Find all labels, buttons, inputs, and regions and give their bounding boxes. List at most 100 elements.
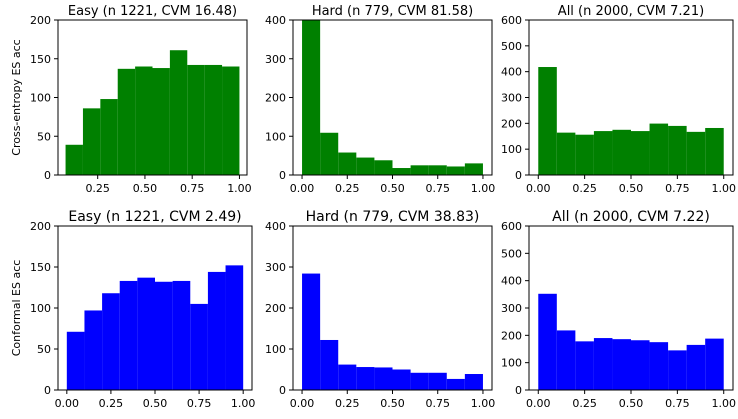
histogram-bar — [428, 165, 447, 175]
x-tick-label: 0.75 — [425, 182, 450, 195]
x-tick-label: 0.25 — [572, 397, 597, 410]
histogram-panel-3: 0 100 200 300 400 500 600 0.00 0.25 0.50 0.75 1.00 A… — [501, 4, 736, 195]
histogram-bar — [338, 152, 357, 175]
histogram-panel-5: 0 100 200 300 400 0.00 0.25 0.50 0.75 1.00 Hard (n… — [265, 209, 495, 410]
y-tick-label: 500 — [501, 40, 522, 53]
histogram-panel-4: 0 50 100 150 200 0.00 0.25 0.50 0.75 1.00 Easy (n … — [10, 209, 255, 410]
histogram-bar — [538, 293, 557, 390]
chart-title: Hard (n 779, CVM 81.58) — [312, 4, 473, 19]
y-tick-label: 400 — [265, 220, 286, 233]
y-tick-label: 600 — [501, 220, 522, 233]
histogram-bar — [152, 68, 170, 175]
chart-title: All (n 2000, CVM 7.21) — [558, 4, 704, 19]
y-tick-label: 300 — [265, 53, 286, 66]
y-tick-label: 200 — [265, 92, 286, 105]
histogram-bar — [155, 281, 173, 390]
histogram-panel-6: 0 100 200 300 400 500 600 0.00 0.25 0.50 0.75 1.00 A… — [501, 209, 736, 410]
y-tick-label: 0 — [279, 169, 286, 182]
histogram-bar — [302, 273, 321, 390]
histogram-bar — [356, 367, 375, 390]
histogram-bar — [538, 67, 557, 175]
histogram-bar — [302, 20, 321, 175]
histogram-bar — [320, 339, 339, 390]
x-tick-label: 0.75 — [665, 397, 690, 410]
x-tick-label: 1.00 — [231, 397, 256, 410]
y-tick-label: 0 — [279, 384, 286, 397]
histogram-bar — [649, 342, 669, 390]
x-tick-label: 0.00 — [55, 397, 80, 410]
histogram-bar — [556, 330, 576, 390]
histogram-bar — [119, 280, 138, 390]
x-tick-label: 0.50 — [619, 397, 644, 410]
y-tick-label: 300 — [501, 92, 522, 105]
x-tick-label: 1.00 — [471, 182, 496, 195]
histogram-bar — [631, 131, 650, 175]
histogram-bar — [338, 364, 357, 390]
y-tick-label: 400 — [265, 14, 286, 27]
y-tick-label: 100 — [501, 143, 522, 156]
histogram-bar — [631, 340, 650, 390]
histogram-bar — [392, 168, 411, 175]
histogram-bar — [82, 108, 101, 175]
y-tick-label: 100 — [501, 357, 522, 370]
histogram-bar — [612, 129, 631, 175]
histogram-bar — [668, 350, 687, 390]
x-tick-label: 0.50 — [143, 397, 168, 410]
histogram-bar — [668, 125, 687, 175]
histogram-bar — [575, 134, 594, 175]
histogram-bar — [172, 280, 191, 390]
chart-title: All (n 2000, CVM 7.22) — [552, 209, 710, 225]
histogram-bar — [649, 123, 669, 175]
histogram-bar — [705, 338, 724, 390]
y-tick-label: 400 — [501, 275, 522, 288]
chart-title: Easy (n 1221, CVM 16.48) — [68, 4, 237, 19]
histogram-bar — [374, 160, 393, 175]
y-tick-label: 200 — [30, 14, 51, 27]
y-tick-label: 100 — [265, 130, 286, 143]
y-tick-label: 0 — [44, 169, 51, 182]
histogram-bar — [446, 378, 465, 390]
histogram-panel-1: 0 50 100 150 200 0.25 0.50 0.75 1.00 Easy (n 1221… — [10, 4, 252, 195]
x-tick-label: 1.00 — [711, 397, 736, 410]
histogram-bar — [204, 64, 223, 175]
x-tick-label: 0.75 — [425, 397, 450, 410]
x-tick-label: 0.00 — [290, 397, 315, 410]
x-tick-label: 0.50 — [619, 182, 644, 195]
x-tick-label: 0.75 — [180, 182, 205, 195]
histogram-bar — [207, 271, 226, 390]
x-tick-label: 0.25 — [335, 182, 360, 195]
x-tick-label: 0.50 — [380, 397, 405, 410]
histogram-bar — [446, 166, 465, 175]
histogram-bar — [705, 127, 724, 175]
histogram-bar — [117, 68, 136, 175]
histogram-bar — [428, 372, 447, 390]
y-tick-label: 300 — [265, 261, 286, 274]
histogram-bar — [593, 131, 613, 175]
y-tick-label: 200 — [501, 117, 522, 130]
histogram-bar — [84, 310, 103, 390]
histogram-bar — [187, 64, 205, 175]
y-tick-label: 200 — [30, 220, 51, 233]
histogram-bar — [356, 157, 375, 175]
y-tick-label: 0 — [515, 169, 522, 182]
histogram-bar — [225, 265, 244, 390]
histogram-bar — [593, 338, 613, 390]
histogram-bar — [169, 50, 188, 175]
histogram-bar — [612, 339, 631, 390]
chart-title: Hard (n 779, CVM 38.83) — [306, 209, 480, 225]
histogram-bar — [374, 367, 393, 390]
chart-title: Easy (n 1221, CVM 2.49) — [68, 209, 241, 225]
y-tick-label: 50 — [37, 343, 51, 356]
y-tick-label: 150 — [30, 261, 51, 274]
y-tick-label: 400 — [501, 66, 522, 79]
histogram-panel-2: 0 100 200 300 400 0.00 0.25 0.50 0.75 1.00 Hard (n… — [265, 4, 495, 195]
y-tick-label: 100 — [30, 92, 51, 105]
x-tick-label: 0.50 — [133, 182, 158, 195]
x-tick-label: 0.00 — [290, 182, 315, 195]
x-tick-label: 0.00 — [526, 182, 551, 195]
y-axis-label: Conformal ES acc — [10, 260, 23, 357]
histogram-bar — [320, 132, 339, 175]
histogram-bar — [464, 163, 483, 175]
histogram-bar — [410, 165, 429, 175]
